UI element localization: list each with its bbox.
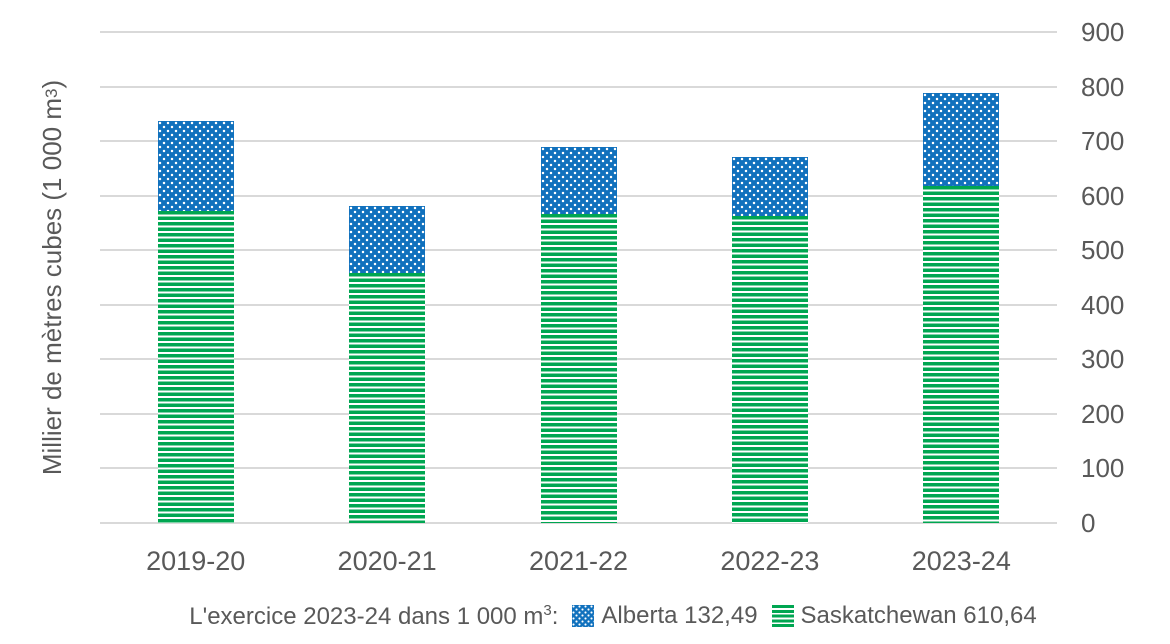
bar-segment-alberta xyxy=(157,120,234,211)
y-axis-tick-label: 900 xyxy=(1081,17,1125,47)
y-axis-title: Millier de mètres cubes (1 000 m 3) xyxy=(30,32,74,523)
bar-2021-22 xyxy=(540,32,617,523)
bar-segment-saskatchewan xyxy=(540,214,617,523)
y-axis-tick-label: 100 xyxy=(1081,453,1125,484)
y-axis-title-text: Millier de mètres cubes (1 000 m xyxy=(36,98,67,476)
y-axis-tick-label: 600 xyxy=(1081,180,1125,211)
legend: L'exercice 2023-24 dans 1 000 m3: Albert… xyxy=(28,596,1170,636)
legend-title-text: L'exercice 2023-24 dans 1 000 m xyxy=(189,602,544,630)
bars-layer xyxy=(100,32,1057,523)
y-axis-title-superscript: 3 xyxy=(42,88,61,98)
legend-title: L'exercice 2023-24 dans 1 000 m3: xyxy=(189,602,558,631)
y-axis-tick-labels: 900 800 700 600 500 400 300 200 100 0 xyxy=(1081,19,1166,536)
bar-segment-saskatchewan xyxy=(923,186,1000,523)
bar-2019-20 xyxy=(157,32,234,523)
y-axis-tick-label: 0 xyxy=(1081,508,1096,538)
bar-segment-saskatchewan xyxy=(157,210,234,523)
x-axis-label-2023-24: 2023-24 xyxy=(911,546,1011,576)
bar-segment-alberta xyxy=(540,147,617,215)
bar-segment-saskatchewan xyxy=(731,215,808,523)
x-axis-label-2020-21: 2020-21 xyxy=(337,546,437,576)
x-axis-label-2019-20: 2019-20 xyxy=(146,546,246,576)
x-axis-label-2021-22: 2021-22 xyxy=(528,546,629,576)
legend-item-alberta-label: Alberta 132,49 xyxy=(601,602,758,629)
gridline xyxy=(100,140,1057,143)
y-axis-title-close: ) xyxy=(36,79,67,89)
bar-2023-24 xyxy=(923,32,1000,523)
bar-segment-alberta xyxy=(923,93,1000,187)
gridline xyxy=(100,31,1057,33)
bar-segment-saskatchewan xyxy=(349,273,426,523)
gridline xyxy=(100,85,1057,88)
legend-item-saskatchewan: Saskatchewan 610,64 xyxy=(771,602,1037,630)
y-axis-tick-label: 300 xyxy=(1081,344,1125,375)
legend-title-superscript: 3 xyxy=(543,601,552,619)
y-axis-tick-label: 200 xyxy=(1081,398,1125,429)
x-axis-label-2022-23: 2022-23 xyxy=(720,546,820,576)
y-axis-tick-label: 700 xyxy=(1081,126,1125,157)
bar-segment-alberta xyxy=(349,206,426,274)
y-axis-tick-label: 400 xyxy=(1081,289,1125,320)
legend-item-alberta: Alberta 132,49 xyxy=(572,602,758,630)
alberta-pattern-swatch-icon xyxy=(572,605,595,627)
y-axis-tick-label: 500 xyxy=(1081,235,1125,266)
saskatchewan-pattern-swatch-icon xyxy=(771,605,794,627)
bar-segment-alberta xyxy=(731,156,808,216)
legend-title-colon: : xyxy=(551,602,559,630)
gridline xyxy=(100,522,1057,524)
x-axis-category-labels: 2019-20 2020-21 2021-22 2022-23 2023-24 xyxy=(100,546,1057,580)
bar-2020-21 xyxy=(349,32,426,523)
y-axis-tick-label: 800 xyxy=(1081,71,1125,102)
bar-2022-23 xyxy=(731,32,808,523)
plot-area xyxy=(100,31,1057,524)
legend-item-saskatchewan-label: Saskatchewan 610,64 xyxy=(800,602,1037,629)
